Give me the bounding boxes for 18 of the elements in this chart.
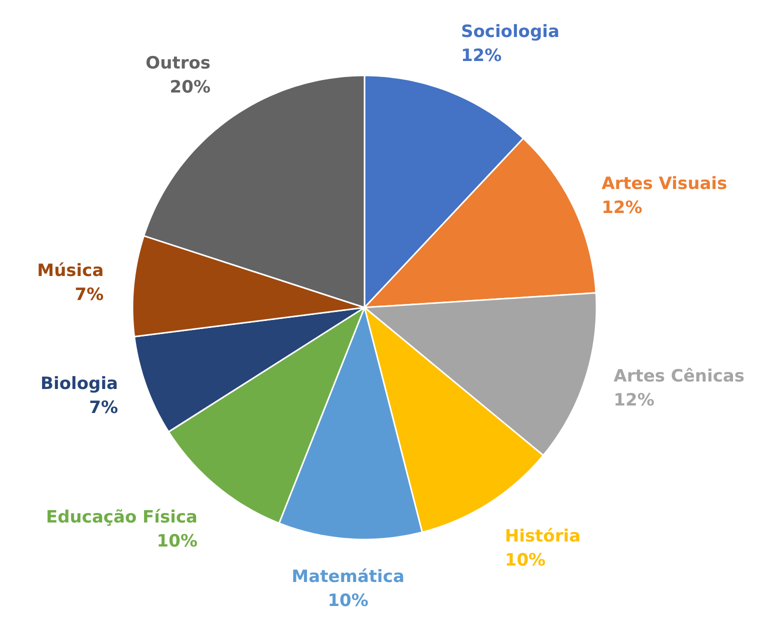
slice-label: Música [37, 260, 104, 281]
data-label: 10% [504, 550, 546, 571]
slice-label: Artes Cênicas [614, 366, 745, 386]
slice-label: Educação Física [46, 507, 198, 528]
data-label: 12% [614, 390, 654, 410]
slice-label: História [504, 526, 581, 547]
data-label: 12% [602, 198, 642, 218]
slice-label: Sociologia [460, 22, 560, 42]
slice-label: Biologia [40, 374, 118, 394]
data-label: 7% [89, 398, 118, 418]
slice-label: Artes Visuais [602, 174, 728, 194]
data-label: 12% [460, 46, 502, 66]
data-label: 20% [170, 78, 211, 98]
data-label: 10% [156, 531, 198, 552]
data-label: 7% [74, 284, 104, 305]
slice-label: Matemática [292, 566, 404, 587]
data-label: 10% [328, 590, 368, 611]
slice-label: Outros [146, 54, 211, 74]
